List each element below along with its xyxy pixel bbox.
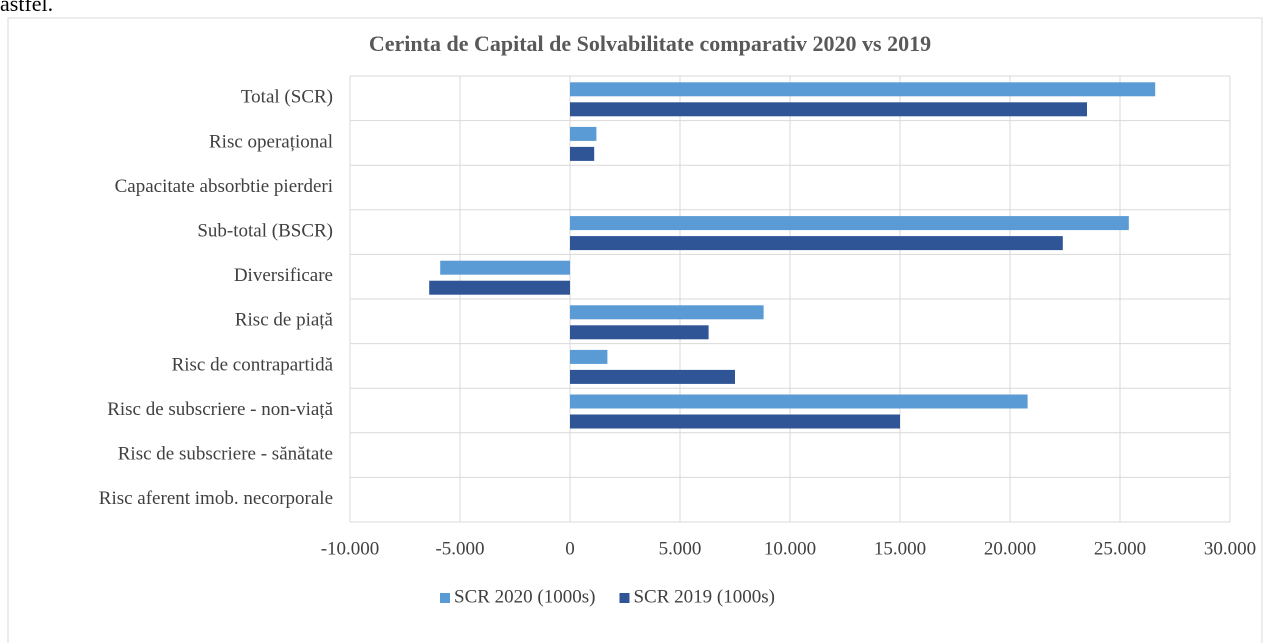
y-tick-label: Capacitate absorbtie pierderi (115, 176, 333, 197)
chart-title: Cerinta de Capital de Solvabilitate comp… (369, 31, 931, 56)
legend-swatch (619, 593, 630, 603)
x-tick-label: 30.000 (1204, 538, 1256, 559)
legend-label: SCR 2019 (1000s) (633, 586, 774, 607)
bar (570, 325, 709, 340)
bar (570, 82, 1156, 97)
y-tick-label: Risc de subscriere - sănătate (118, 443, 333, 464)
page-text-fragment: astfel. (0, 0, 53, 16)
x-tick-label: -5.000 (435, 538, 484, 559)
y-tick-label: Risc aferent imob. necorporale (99, 488, 333, 509)
bar (440, 260, 570, 275)
bar (570, 369, 735, 384)
y-tick-label: Diversificare (234, 265, 333, 286)
y-tick-label: Sub-total (BSCR) (197, 220, 333, 241)
y-tick-label: Total (SCR) (241, 87, 333, 108)
bar (570, 102, 1087, 117)
bar (570, 349, 608, 364)
x-tick-label: 5.000 (659, 538, 702, 559)
x-tick-label: 15.000 (874, 538, 926, 559)
y-tick-label: Risc operațional (209, 131, 333, 152)
bar (570, 126, 597, 141)
y-tick-label: Risc de subscriere - non-viață (107, 399, 333, 420)
bar (570, 216, 1129, 231)
x-tick-label: 0 (565, 538, 575, 559)
x-tick-label: 10.000 (764, 538, 816, 559)
bar (570, 414, 900, 429)
bar (570, 394, 1028, 409)
bar (429, 280, 570, 295)
x-tick-label: 20.000 (984, 538, 1036, 559)
x-tick-label: -10.000 (321, 538, 380, 559)
bar (570, 236, 1063, 251)
bar (570, 305, 764, 320)
legend-swatch (440, 593, 450, 603)
bar (570, 146, 595, 161)
y-tick-label: Risc de contrapartidă (172, 354, 334, 375)
legend-label: SCR 2020 (1000s) (454, 586, 595, 607)
y-tick-label: Risc de piață (235, 310, 334, 331)
x-tick-label: 25.000 (1094, 538, 1146, 559)
